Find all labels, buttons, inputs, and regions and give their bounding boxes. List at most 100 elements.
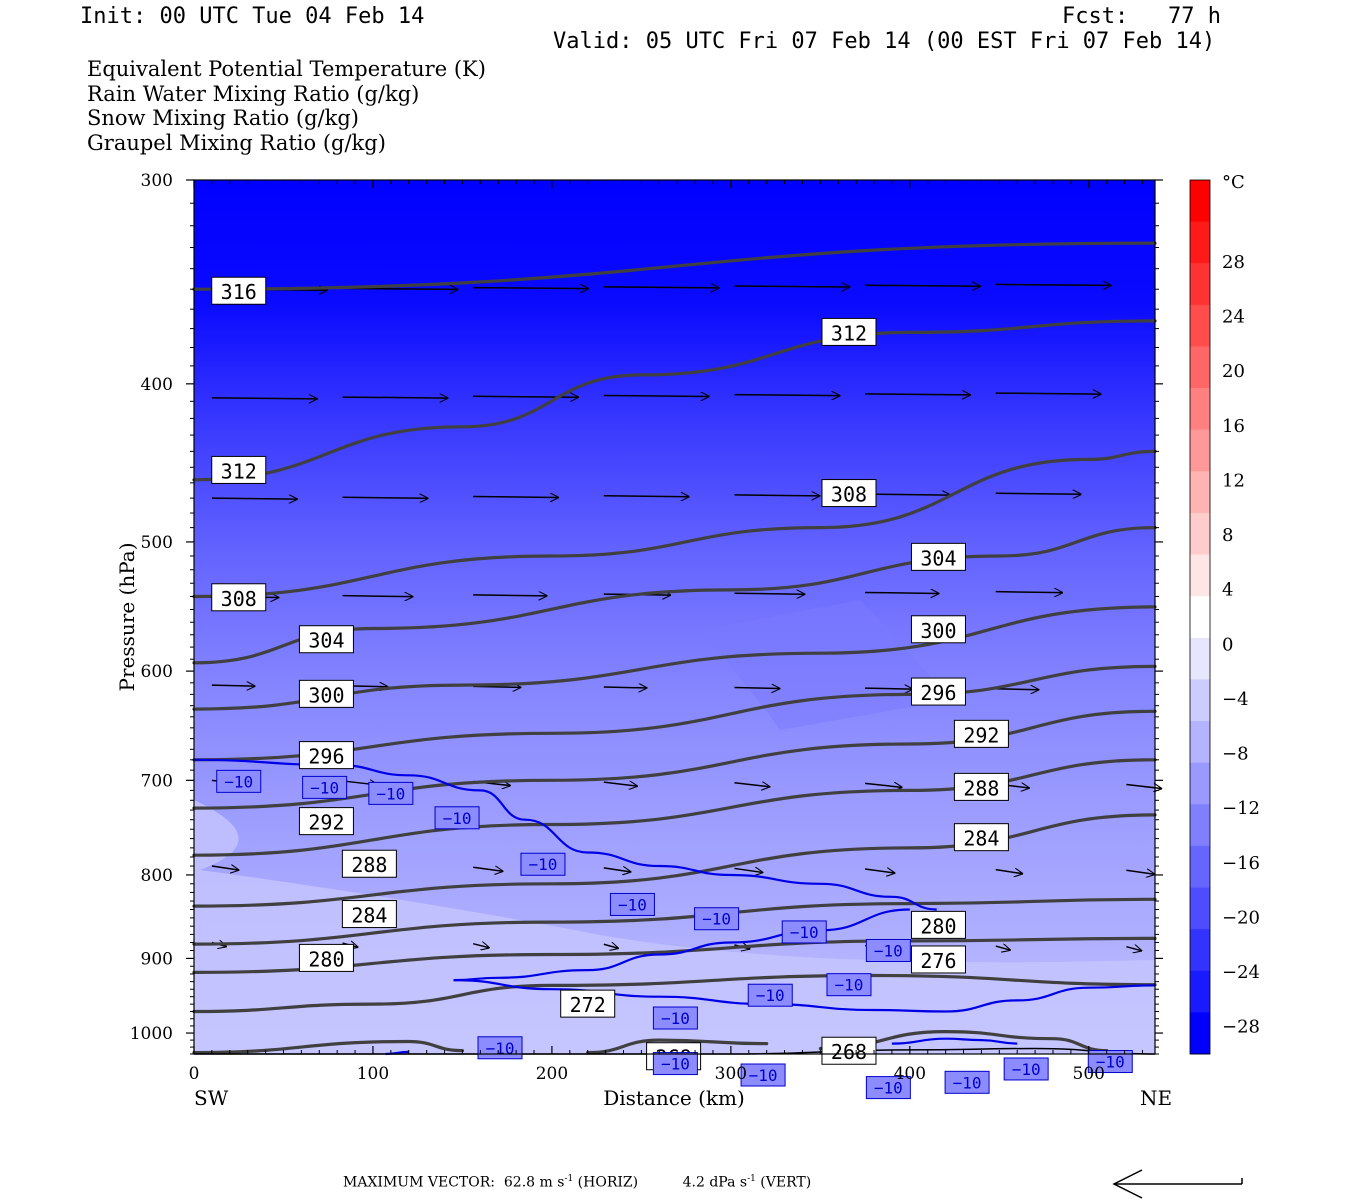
wind-vector — [864, 869, 894, 873]
temp-label-text: −10 — [1012, 1060, 1041, 1079]
wind-vector — [995, 393, 1101, 394]
wind-vector — [865, 285, 980, 286]
temp-label: −10 — [652, 1052, 698, 1076]
x-axis-label: Distance (km) — [603, 1086, 745, 1110]
theta-label-box — [953, 719, 1009, 748]
colorbar-tick-label: 4 — [1222, 580, 1233, 601]
horiz-value: 62.8 — [503, 1174, 536, 1191]
theta-label-box — [910, 945, 966, 974]
colorbar-swatch — [1190, 346, 1210, 389]
theta-label-text: 268 — [831, 1040, 867, 1064]
temp-label-box — [826, 973, 872, 997]
colorbar-tick-label: −28 — [1222, 1017, 1260, 1038]
wind-vector — [342, 397, 448, 398]
legend-equivalent-potential-temperature: Equivalent Potential Temperature (K) — [87, 57, 486, 81]
theta-e-line — [192, 709, 1157, 810]
temp-label-text: −10 — [224, 772, 253, 791]
wind-vector — [865, 592, 939, 593]
colorbar-swatch — [1190, 721, 1210, 764]
legend-rain-water-mixing-ratio: Rain Water Mixing Ratio (g/kg) — [87, 82, 420, 106]
colorbar-tick-label: −24 — [1222, 962, 1260, 983]
theta-label: 300 — [910, 615, 966, 644]
wind-vector — [603, 944, 618, 948]
temp-label-box — [944, 1070, 990, 1094]
theta-label: 304 — [298, 625, 354, 654]
theta-label-text: 296 — [920, 681, 956, 705]
temp-label-box — [216, 769, 262, 793]
wind-vector — [342, 288, 458, 289]
theta-label: 300 — [298, 679, 354, 708]
theta-label-text: 276 — [920, 949, 956, 973]
wind-vector — [995, 946, 1010, 950]
theta-label: 272 — [560, 989, 616, 1018]
theta-e-line — [192, 813, 1157, 908]
theta-label-text: 288 — [351, 853, 387, 877]
wind-vector — [995, 284, 1111, 285]
theta-label-text: 312 — [221, 459, 257, 483]
forecast-hour: Fcst: 77 h — [1062, 4, 1221, 29]
theta-label-text: 280 — [308, 947, 344, 971]
x-right-end-label: NE — [1140, 1086, 1172, 1110]
valid-time: Valid: 05 UTC Fri 07 Feb 14 (00 EST Fri … — [553, 29, 1216, 54]
colorbar-tick-label: 0 — [1222, 634, 1233, 655]
theta-label-box — [821, 317, 877, 346]
temp-label-box — [368, 781, 414, 805]
colorbar-tick-label: 20 — [1222, 361, 1245, 382]
colorbar-swatch — [1190, 388, 1210, 431]
temp-label-text: −10 — [749, 1066, 778, 1085]
temp-label-box — [865, 938, 911, 962]
colorbar: 28 24 20 16 12 8 4 0 −4 −8 −12 −16 −20 −24 −28 — [1189, 179, 1260, 1055]
horiz-unit: m s — [539, 1174, 565, 1191]
colorbar-tick-label: −16 — [1222, 853, 1260, 874]
temperature-line — [193, 758, 937, 911]
theta-label-text: 284 — [963, 827, 999, 851]
temp-label-box — [781, 920, 827, 944]
wind-vector — [603, 496, 689, 497]
vert-value: 4.2 — [682, 1174, 705, 1191]
theta-label: 268 — [821, 1036, 877, 1065]
theta-label-text: 288 — [963, 776, 999, 800]
theta-label: 284 — [953, 823, 1009, 852]
theta-label-box — [821, 1036, 877, 1065]
y-tick-label: 300 — [141, 171, 173, 191]
temp-label-text: −10 — [874, 941, 903, 960]
temp-label: −10 — [368, 781, 414, 805]
colorbar-swatch — [1190, 512, 1210, 556]
colorbar-tick-label: 28 — [1222, 252, 1245, 273]
temp-label-box — [302, 775, 348, 799]
horiz-suffix: (HORIZ) — [577, 1174, 639, 1191]
theta-label-box — [341, 849, 397, 878]
theta-e-line — [192, 936, 1157, 974]
temp-label: −10 — [865, 938, 911, 962]
theta-label-box — [953, 772, 1009, 801]
wind-vector — [734, 688, 779, 689]
theta-e-line — [192, 758, 1157, 857]
theta-label: 316 — [211, 276, 267, 305]
temp-label: −10 — [694, 907, 740, 931]
theta-label: 280 — [910, 910, 966, 939]
temp-label-text: −10 — [790, 923, 819, 942]
temp-label: −10 — [740, 1063, 786, 1087]
theta-e-line — [192, 664, 1157, 762]
wind-vector — [342, 497, 428, 498]
x-tick-label: 0 — [189, 1064, 200, 1084]
temp-label-box — [652, 1006, 698, 1030]
wind-vector — [995, 689, 1039, 690]
wind-vector — [734, 395, 839, 396]
wind-vector — [473, 867, 502, 871]
temp-label-text: −10 — [661, 1055, 690, 1074]
theta-label-box — [821, 479, 877, 508]
colorbar-swatch — [1190, 554, 1210, 597]
theta-label: 284 — [341, 900, 397, 929]
theta-label: 288 — [953, 772, 1009, 801]
wind-vector — [734, 783, 769, 787]
y-axis-label: Pressure (hPa) — [115, 543, 139, 692]
temp-label-box — [694, 907, 740, 931]
wind-vector — [473, 288, 588, 289]
temp-label-text: −10 — [529, 855, 558, 874]
theta-label-text: 316 — [221, 280, 257, 304]
wind-vector — [865, 783, 902, 787]
theta-label: 308 — [211, 583, 267, 612]
temp-label: −10 — [434, 806, 480, 830]
